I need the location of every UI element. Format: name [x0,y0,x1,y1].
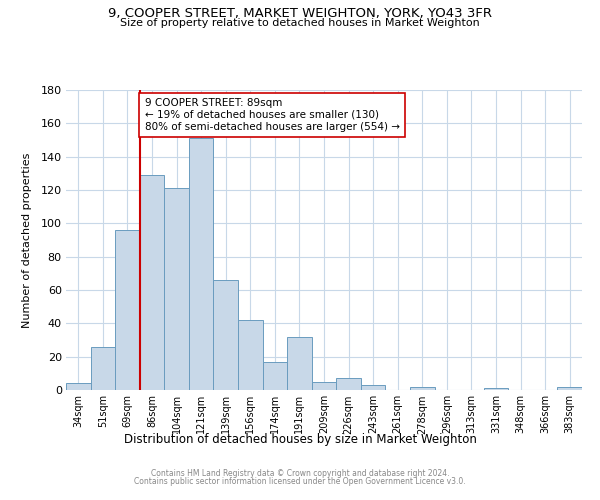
Bar [140,175,164,390]
Bar [557,386,582,390]
Bar [263,362,287,390]
Text: 9, COOPER STREET, MARKET WEIGHTON, YORK, YO43 3FR: 9, COOPER STREET, MARKET WEIGHTON, YORK,… [108,8,492,20]
Text: Size of property relative to detached houses in Market Weighton: Size of property relative to detached ho… [120,18,480,28]
Bar [189,138,214,390]
Bar [361,385,385,390]
Text: Contains HM Land Registry data © Crown copyright and database right 2024.: Contains HM Land Registry data © Crown c… [151,468,449,477]
Text: Distribution of detached houses by size in Market Weighton: Distribution of detached houses by size … [124,432,476,446]
Text: Contains public sector information licensed under the Open Government Licence v3: Contains public sector information licen… [134,477,466,486]
Bar [238,320,263,390]
Bar [484,388,508,390]
Bar [164,188,189,390]
Bar [336,378,361,390]
Bar [115,230,140,390]
Bar [66,384,91,390]
Bar [410,386,434,390]
Text: 9 COOPER STREET: 89sqm
← 19% of detached houses are smaller (130)
80% of semi-de: 9 COOPER STREET: 89sqm ← 19% of detached… [145,98,400,132]
Bar [91,346,115,390]
Y-axis label: Number of detached properties: Number of detached properties [22,152,32,328]
Bar [312,382,336,390]
Bar [214,280,238,390]
Bar [287,336,312,390]
